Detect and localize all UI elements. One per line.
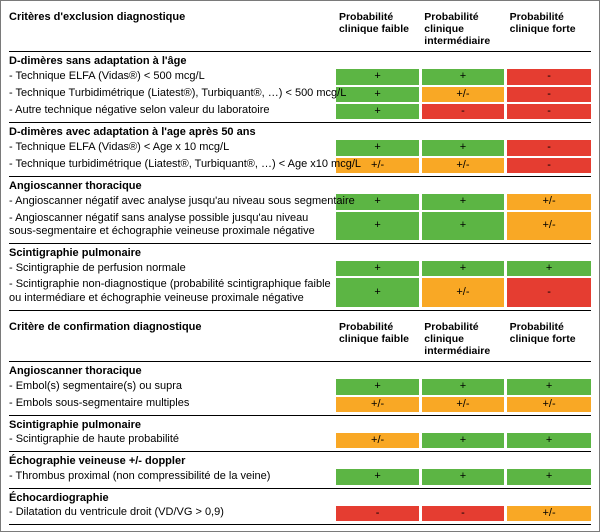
criteria-item: - Scintigraphie non-diagnostique (probab… bbox=[9, 277, 335, 307]
criteria-item: - Thrombus proximal (non compressibilité… bbox=[9, 468, 335, 484]
result-cell: + bbox=[420, 211, 505, 241]
criteria-item: - Angioscanner négatif avec analyse jusq… bbox=[9, 193, 335, 210]
result-cell: +/- bbox=[420, 157, 505, 173]
criteria-item: - Embols sous-segmentaire multiples bbox=[9, 396, 335, 412]
column-header-forte: Probabilité clinique forte bbox=[506, 317, 591, 361]
result-cell: +/- bbox=[506, 211, 591, 241]
result-cell: + bbox=[420, 68, 505, 85]
result-cell: + bbox=[420, 468, 505, 484]
result-cell: - bbox=[420, 103, 505, 119]
column-header-inter: Probabilité clinique intermédiaire bbox=[420, 317, 505, 361]
result-cell: - bbox=[506, 103, 591, 119]
result-cell: +/- bbox=[335, 432, 420, 448]
result-cell: + bbox=[335, 103, 420, 119]
result-cell: + bbox=[506, 468, 591, 484]
column-header-forte: Probabilité clinique forte bbox=[506, 7, 591, 51]
result-cell: - bbox=[506, 277, 591, 307]
column-header-faible: Probabilité clinique faible bbox=[335, 7, 420, 51]
result-cell: +/- bbox=[335, 396, 420, 412]
criteria-item: - Angioscanner négatif sans analyse poss… bbox=[9, 211, 335, 241]
criteria-item: - Dilatation du ventricule droit (VD/VG … bbox=[9, 505, 335, 521]
result-cell: - bbox=[506, 157, 591, 173]
criteria-item: - Autre technique négative selon valeur … bbox=[9, 103, 335, 119]
section-title: D-dimères sans adaptation à l'âge bbox=[9, 52, 335, 69]
result-cell: + bbox=[420, 193, 505, 210]
section-title: Échocardiographie bbox=[9, 488, 335, 505]
criteria-item: - Technique turbidimétrique (Liatest®, T… bbox=[9, 157, 335, 173]
result-cell: +/- bbox=[420, 86, 505, 103]
criteria-item: - Scintigraphie de haute probabilité bbox=[9, 432, 335, 448]
result-cell: + bbox=[335, 211, 420, 241]
result-cell: +/- bbox=[420, 396, 505, 412]
result-cell: +/- bbox=[506, 505, 591, 521]
result-cell: +/- bbox=[420, 277, 505, 307]
section-title: Scintigraphie pulmonaire bbox=[9, 244, 335, 261]
result-cell: +/- bbox=[506, 396, 591, 412]
result-cell: + bbox=[335, 277, 420, 307]
result-cell: + bbox=[420, 139, 505, 156]
criteria-header: Critères d'exclusion diagnostique bbox=[9, 7, 335, 51]
criteria-item: - Technique ELFA (Vidas®) < 500 mcg/L bbox=[9, 68, 335, 85]
result-cell: + bbox=[335, 378, 420, 395]
section-title: D-dimères avec adaptation à l'age après … bbox=[9, 123, 335, 140]
criteria-table: Critère de confirmation diagnostiqueProb… bbox=[9, 317, 591, 525]
criteria-item: - Scintigraphie de perfusion normale bbox=[9, 260, 335, 277]
result-cell: + bbox=[506, 378, 591, 395]
criteria-item: - Embol(s) segmentaire(s) ou supra bbox=[9, 378, 335, 395]
section-title: Scintigraphie pulmonaire bbox=[9, 415, 335, 432]
section-title: Angioscanner thoracique bbox=[9, 177, 335, 194]
column-header-inter: Probabilité clinique intermédiaire bbox=[420, 7, 505, 51]
result-cell: +/- bbox=[506, 193, 591, 210]
result-cell: + bbox=[506, 260, 591, 277]
result-cell: - bbox=[420, 505, 505, 521]
result-cell: + bbox=[420, 378, 505, 395]
criteria-header: Critère de confirmation diagnostique bbox=[9, 317, 335, 361]
result-cell: + bbox=[335, 68, 420, 85]
result-cell: + bbox=[420, 260, 505, 277]
result-cell: - bbox=[335, 505, 420, 521]
result-cell: + bbox=[335, 86, 420, 103]
result-cell: + bbox=[335, 260, 420, 277]
section-title: Échographie veineuse +/- doppler bbox=[9, 452, 335, 469]
result-cell: + bbox=[506, 432, 591, 448]
criteria-item: - Technique Turbidimétrique (Liatest®), … bbox=[9, 86, 335, 103]
column-header-faible: Probabilité clinique faible bbox=[335, 317, 420, 361]
result-cell: - bbox=[506, 68, 591, 85]
result-cell: + bbox=[420, 432, 505, 448]
result-cell: + bbox=[335, 139, 420, 156]
criteria-table: Critères d'exclusion diagnostiqueProbabi… bbox=[9, 7, 591, 311]
criteria-item: - Technique ELFA (Vidas®) < Age x 10 mcg… bbox=[9, 139, 335, 156]
result-cell: - bbox=[506, 139, 591, 156]
result-cell: - bbox=[506, 86, 591, 103]
result-cell: + bbox=[335, 468, 420, 484]
section-title: Angioscanner thoracique bbox=[9, 362, 335, 379]
